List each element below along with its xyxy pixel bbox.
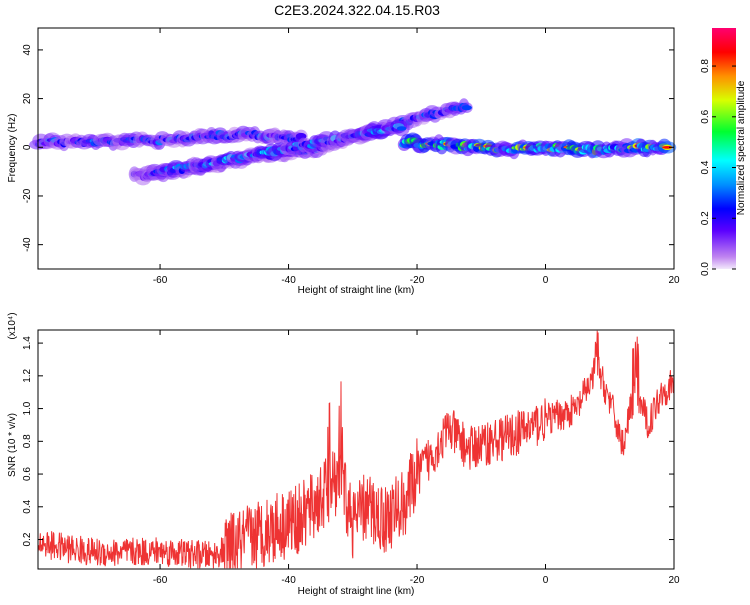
snr-y-ticks: 0.2 0.4 0.6 0.8 1.0 1.2 1.4 — [22, 336, 674, 546]
snr-frame — [37, 329, 675, 570]
snr-series-line — [37, 330, 675, 569]
colorbar-tick-label: 0.6 — [700, 109, 711, 123]
snr-y-unit: (x10⁴) — [7, 312, 18, 339]
spectrogram-x-label: Height of straight line (km) — [298, 285, 415, 296]
snr-y-tick-label: 0.8 — [22, 434, 33, 448]
spectrogram-x-tick-label: -40 — [281, 275, 296, 286]
colorbar-tick-label: 0.2 — [700, 211, 711, 225]
spectrogram-y-tick-label: 40 — [22, 44, 33, 56]
snr-x-tick-label: 0 — [543, 575, 549, 586]
snr-y-tick-label: 0.6 — [22, 467, 33, 481]
snr-y-tick-label: 0.2 — [22, 532, 33, 546]
snr-y-tick-label: 1.4 — [22, 336, 33, 350]
colorbar-ticks: 0.0 0.2 0.4 0.6 0.8 — [700, 59, 736, 276]
colorbar-label: Normalized spectral amplitude — [736, 80, 747, 215]
snr-x-tick-label: -60 — [153, 575, 168, 586]
snr-x-tick-label: -40 — [281, 575, 296, 586]
spectrogram-y-tick-label: -40 — [22, 237, 33, 252]
figure-title: C2E3.2024.322.04.15.R03 — [274, 2, 440, 18]
colorbar-gradient — [712, 28, 736, 269]
colorbar-tick-label: 0.4 — [700, 160, 711, 174]
spectrogram-peak — [662, 145, 673, 149]
snr-y-tick-label: 1.0 — [22, 401, 33, 415]
spectrogram-x-tick-label: 20 — [668, 275, 680, 286]
spectrogram-x-tick-label: -20 — [410, 275, 425, 286]
colorbar: 0.0 0.2 0.4 0.6 0.8 Normalized spectral ampl… — [700, 28, 747, 276]
snr-plot-area — [38, 330, 674, 569]
spectrogram-x-tick-label: -60 — [153, 275, 168, 286]
spectrogram-y-tick-label: 20 — [22, 93, 33, 105]
spectrogram-blob — [396, 126, 407, 131]
spectrogram-y-label: Frequency (Hz) — [7, 114, 18, 183]
spectrogram-y-tick-label: 0 — [22, 144, 33, 150]
colorbar-tick-label: 0.0 — [700, 262, 711, 276]
snr-y-tick-label: 0.4 — [22, 499, 33, 513]
snr-x-ticks: -60 -40 -20 0 20 — [153, 330, 680, 586]
snr-x-label: Height of straight line (km) — [298, 586, 415, 597]
spectrogram-y-tick-label: -20 — [22, 188, 33, 203]
snr-y-label: SNR (10 * v/v) — [7, 413, 18, 477]
spectrogram-x-ticks: -60 -40 -20 0 20 — [153, 28, 680, 286]
spectrogram-marks — [29, 98, 677, 186]
snr-panel: -60 -40 -20 0 20 0.2 0.4 0.6 0.8 1.0 1.2 1.4 (x10⁴… — [7, 312, 680, 597]
spectrogram-x-tick-label: 0 — [543, 275, 549, 286]
spectrogram-y-ticks: -40 -20 0 20 40 — [22, 44, 674, 252]
spectrogram-panel: -60 -40 -20 0 20 -40 -20 0 20 40 Height of strai… — [7, 27, 680, 296]
spectrogram-blob — [461, 105, 472, 111]
colorbar-tick-label: 0.8 — [700, 59, 711, 73]
snr-x-tick-label: -20 — [410, 575, 425, 586]
snr-y-tick-label: 1.2 — [22, 368, 33, 382]
spectrogram-frame — [37, 27, 675, 270]
snr-x-tick-label: 20 — [668, 575, 680, 586]
